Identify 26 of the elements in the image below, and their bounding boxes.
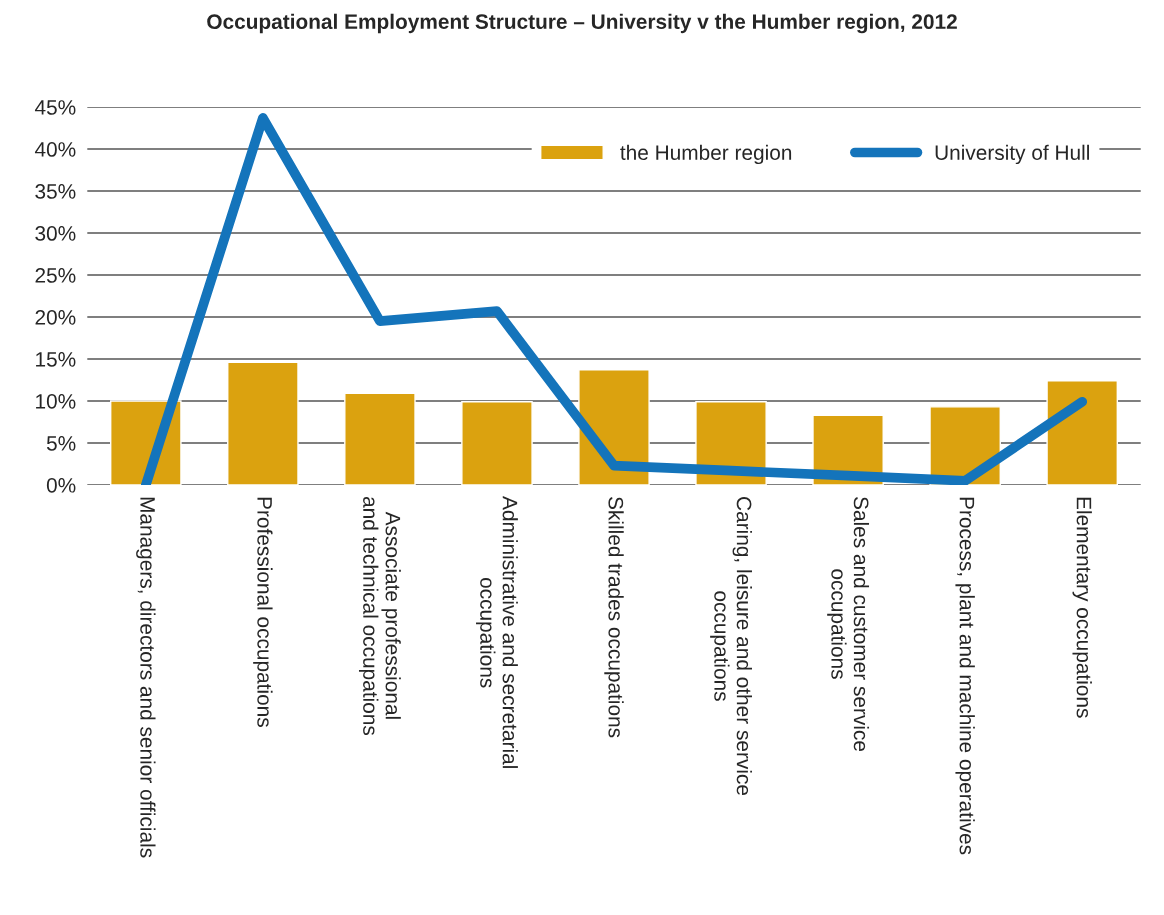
x-tick-label: Administrative and secretarial occupations [476, 496, 518, 768]
x-tick-label: Elementary occupations [1072, 497, 1092, 718]
bar [1046, 380, 1119, 485]
x-tick-label: Skilled trades occupations [604, 497, 624, 738]
chart-title: Occupational Employment Structure – University v the Humber region, 2012 [207, 13, 957, 34]
y-tick-label: 10% [36, 393, 76, 409]
bar [227, 361, 299, 485]
y-tick-label: 40% [34, 142, 76, 157]
x-tick-label: Caring, leisure and other service occupations [710, 497, 752, 796]
legend-label: University of Hull [935, 144, 1089, 165]
y-tick-label: 5% [46, 436, 76, 451]
bar [461, 401, 533, 485]
y-tick-label: 35% [35, 184, 76, 199]
x-tick-label: Process, plant and machine operatives [955, 497, 975, 855]
x-tick-label: Professional occupations [253, 497, 273, 727]
y-tick-label: 25% [35, 268, 76, 283]
x-tick-label: Managers, directors and senior officials [136, 497, 156, 858]
y-tick-label: 30% [35, 226, 76, 241]
y-tick-label: 45% [34, 100, 76, 115]
bar [344, 392, 416, 485]
x-tick-label: Associate professional and technical occupations [358, 496, 401, 736]
legend-label: the Humber region [620, 144, 792, 165]
y-tick-label: 0% [46, 477, 76, 493]
x-tick-label: Sales and customer service occupations [827, 497, 870, 752]
y-tick-label: 20% [35, 310, 76, 325]
y-tick-label: 15% [36, 352, 76, 367]
